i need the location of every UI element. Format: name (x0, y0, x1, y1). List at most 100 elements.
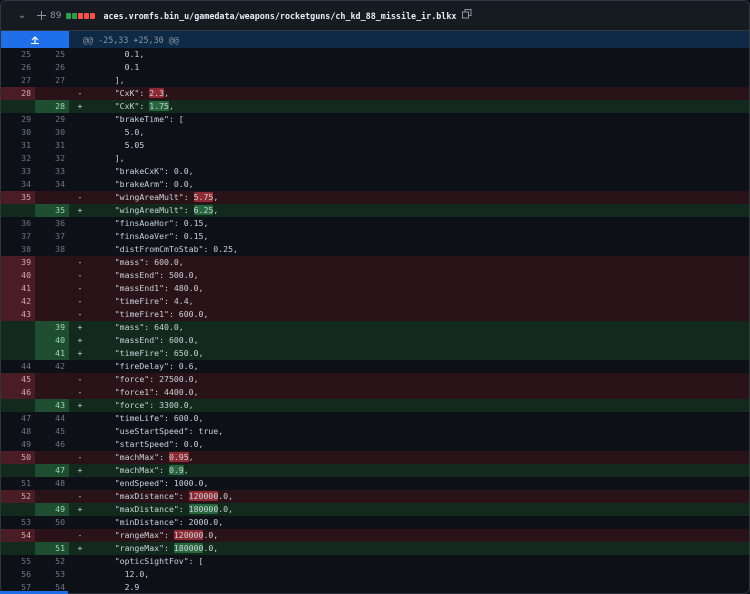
old-line-number[interactable]: 36 (21, 218, 31, 228)
old-line-number[interactable]: 49 (21, 439, 31, 449)
old-line-number[interactable]: 50 (1, 451, 35, 464)
new-line-number[interactable]: 40 (35, 334, 69, 347)
old-line-number[interactable]: 34 (21, 179, 31, 189)
old-line-number[interactable]: 28 (1, 87, 35, 100)
new-line-number[interactable]: 49 (35, 503, 69, 516)
old-line-number[interactable]: 27 (21, 75, 31, 85)
code-text: 5.0, (95, 126, 145, 139)
chevron-down-icon[interactable]: ⌄ (17, 10, 27, 21)
diff-sign: + (77, 101, 83, 111)
new-line-number[interactable]: 47 (35, 464, 69, 477)
new-line-number[interactable]: 46 (55, 439, 65, 449)
new-line-number[interactable]: 44 (55, 413, 65, 423)
old-line-number[interactable]: 53 (21, 517, 31, 527)
new-line-number[interactable]: 35 (35, 204, 69, 217)
context-line: 47 44 "timeLife": 600.0, (1, 412, 749, 425)
old-line-number[interactable]: 26 (21, 62, 31, 72)
context-line: 31 31 5.05 (1, 139, 749, 152)
old-line-number[interactable]: 25 (21, 49, 31, 59)
code-text: "timeFire": 4.4, (95, 295, 194, 308)
code-text-segment: "useStartSpeed": true, (95, 426, 224, 436)
old-line-number[interactable]: 45 (1, 373, 35, 386)
new-line-number[interactable]: 52 (55, 556, 65, 566)
new-line-number[interactable]: 50 (55, 517, 65, 527)
old-line-number[interactable]: 31 (21, 140, 31, 150)
code-text: 2.9 (95, 581, 140, 593)
old-line-number[interactable]: 38 (21, 244, 31, 254)
code-text-segment: "mass": 640.0, (95, 322, 184, 332)
code-text-segment: .0, (218, 491, 234, 501)
code-text-segment: "fireDelay": 0.6, (95, 361, 199, 371)
old-line-number[interactable]: 46 (1, 386, 35, 399)
new-line-number[interactable]: 43 (35, 399, 69, 412)
new-line-number[interactable]: 37 (55, 231, 65, 241)
old-line-number[interactable]: 35 (1, 191, 35, 204)
new-line-number[interactable]: 33 (55, 166, 65, 176)
code-text-segment: "maxDistance": (95, 491, 189, 501)
diff-sign: - (77, 296, 83, 306)
old-line-number[interactable]: 54 (1, 529, 35, 542)
old-line-number[interactable]: 48 (21, 426, 31, 436)
diff-sign: - (77, 491, 83, 501)
new-line-number[interactable]: 39 (35, 321, 69, 334)
added-line: 47 + "machMax": 0.9, (1, 464, 749, 477)
new-line-number[interactable]: 51 (35, 542, 69, 555)
old-line-number[interactable]: 57 (21, 582, 31, 592)
added-line: 41 + "timeFire": 650.0, (1, 347, 749, 360)
new-line-number[interactable]: 38 (55, 244, 65, 254)
old-line-number[interactable]: 39 (1, 256, 35, 269)
old-line-number[interactable]: 37 (21, 231, 31, 241)
new-line-number[interactable]: 29 (55, 114, 65, 124)
diff-sign: - (77, 283, 83, 293)
old-line-number[interactable]: 51 (21, 478, 31, 488)
new-line-number[interactable]: 30 (55, 127, 65, 137)
context-line: 49 46 "startSpeed": 0.0, (1, 438, 749, 451)
old-line-number[interactable]: 42 (1, 295, 35, 308)
code-text: "useStartSpeed": true, (95, 425, 223, 438)
added-line: 28 + "CxK": 1.75, (1, 100, 749, 113)
context-line: 27 27 ], (1, 74, 749, 87)
old-line-number[interactable]: 47 (21, 413, 31, 423)
new-line-number[interactable]: 54 (55, 582, 65, 592)
context-line: 56 53 12.0, (1, 568, 749, 581)
old-line-number[interactable]: 43 (1, 308, 35, 321)
new-line-number[interactable]: 32 (55, 153, 65, 163)
code-text-segment: "startSpeed": 0.0, (95, 439, 204, 449)
new-line-number[interactable]: 28 (35, 100, 69, 113)
code-text-segment: "force": 27500.0, (95, 374, 199, 384)
new-line-number[interactable]: 27 (55, 75, 65, 85)
old-line-number[interactable]: 40 (1, 269, 35, 282)
old-line-number[interactable]: 30 (21, 127, 31, 137)
old-line-number[interactable]: 44 (21, 361, 31, 371)
context-line: 37 37 "finsAoaVer": 0.15, (1, 230, 749, 243)
new-line-number[interactable]: 34 (55, 179, 65, 189)
old-line-number[interactable]: 41 (1, 282, 35, 295)
diffstat-bar (66, 12, 96, 19)
new-line-number[interactable]: 31 (55, 140, 65, 150)
copy-icon[interactable] (462, 9, 472, 22)
expand-down-button[interactable] (0, 591, 68, 594)
new-line-number[interactable]: 48 (55, 478, 65, 488)
old-line-number[interactable]: 56 (21, 569, 31, 579)
old-line-number[interactable]: 33 (21, 166, 31, 176)
new-line-number[interactable]: 53 (55, 569, 65, 579)
deleted-line: 45 - "force": 27500.0, (1, 373, 749, 386)
expand-up-button[interactable] (1, 31, 69, 48)
old-line-number[interactable]: 55 (21, 556, 31, 566)
changed-token: 120000 (173, 530, 204, 540)
code-text-segment: 12.0, (95, 569, 150, 579)
old-line-number[interactable]: 52 (1, 490, 35, 503)
old-line-number[interactable]: 29 (21, 114, 31, 124)
new-line-number[interactable]: 41 (35, 347, 69, 360)
code-text: 0.1 (95, 61, 140, 74)
code-text-segment: , (213, 205, 219, 215)
new-line-number[interactable]: 26 (55, 62, 65, 72)
diffstat-block (90, 12, 96, 19)
new-line-number[interactable]: 45 (55, 426, 65, 436)
new-line-number[interactable]: 25 (55, 49, 65, 59)
code-text: "rangeMax": 120000.0, (95, 529, 218, 542)
old-line-number[interactable]: 32 (21, 153, 31, 163)
file-path[interactable]: aces.vromfs.bin_u/gamedata/weapons/rocke… (103, 10, 457, 21)
new-line-number[interactable]: 42 (55, 361, 65, 371)
new-line-number[interactable]: 36 (55, 218, 65, 228)
